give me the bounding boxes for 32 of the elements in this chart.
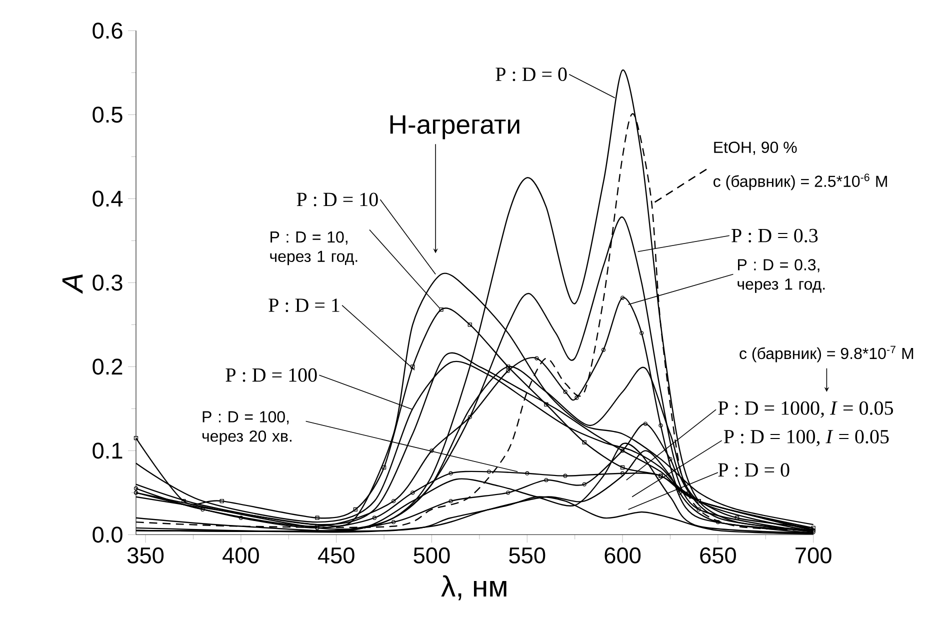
- x-tick-label: 400: [222, 547, 259, 564]
- x-tick-label: 550: [509, 547, 546, 564]
- annotation: P : D = 100, через 20 хв.: [202, 411, 292, 445]
- annotation: EtOH, 90 %: [714, 142, 797, 155]
- annotation: P : D = 0.3, через 1 год.: [738, 259, 825, 293]
- annotation: P : D = 0: [496, 68, 567, 82]
- annotation: P : D = 100: [226, 368, 317, 382]
- annotation: c (барвник) = 2.5*10$^{-6}$ М: [714, 174, 887, 190]
- y-tick-label: 0.6: [92, 22, 122, 39]
- annotation: P : D = 10: [296, 192, 378, 206]
- y-tick-label: 0.0: [92, 526, 122, 543]
- y-tick-label: 0.1: [92, 442, 122, 459]
- x-tick-label: 650: [700, 547, 736, 564]
- x-tick-label: 600: [604, 547, 641, 564]
- annotation: c (барвник) = 9.8*10$^{-7}$ М: [740, 346, 914, 362]
- y-tick-label: 0.5: [92, 106, 122, 123]
- annotation: P : D = 100, I = 0.05: [724, 430, 889, 446]
- y-tick-label: 0.4: [92, 190, 123, 207]
- x-tick-label: 350: [127, 547, 164, 564]
- x-tick-label: 450: [318, 547, 354, 564]
- y-tick-label: 0.3: [92, 274, 122, 291]
- y-tick-label: 0.2: [92, 358, 122, 375]
- annotation: P : D = 10, через 1 год.: [270, 231, 358, 266]
- annotation: H-агрегати: [390, 115, 520, 140]
- x-axis-title: λ, нм: [441, 575, 506, 600]
- annotation: P : D = 1: [268, 298, 340, 312]
- annotation: P : D = 0.3: [732, 228, 818, 242]
- x-tick-label: 500: [414, 547, 450, 564]
- y-axis-title: A: [62, 274, 83, 294]
- annotation: P : D = 0: [718, 463, 790, 477]
- x-tick-label: 700: [796, 547, 832, 564]
- annotation: P : D = 1000, I = 0.05: [718, 401, 893, 418]
